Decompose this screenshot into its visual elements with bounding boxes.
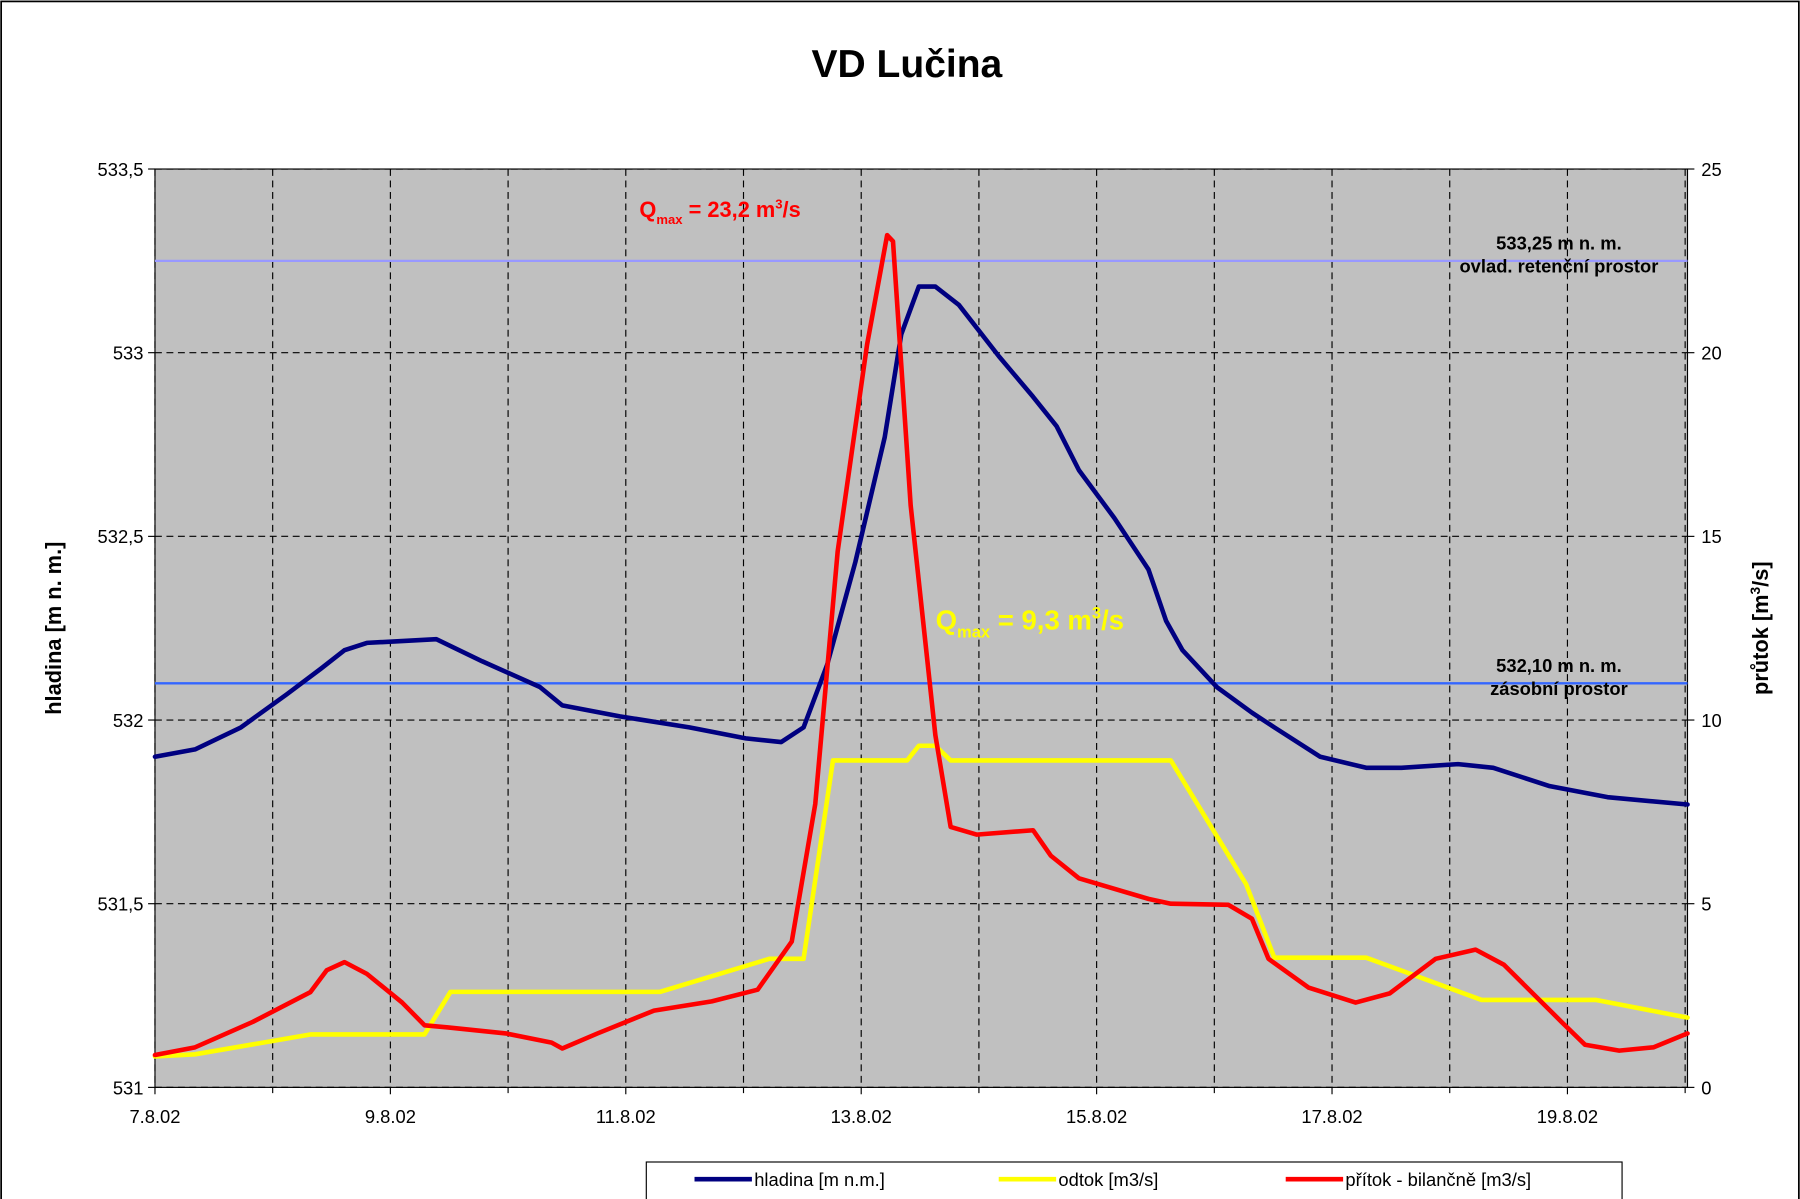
x-tick-label: 19.8.02 <box>1537 1106 1598 1127</box>
x-tick-label: 11.8.02 <box>596 1106 656 1127</box>
y2-axis-label-part: 3 <box>1748 586 1763 594</box>
y2-tick-label: 10 <box>1701 710 1721 731</box>
annotation-part: 3 <box>1092 603 1101 622</box>
y2-tick-label: 15 <box>1701 526 1721 547</box>
y-tick-label: 532,5 <box>98 526 144 547</box>
x-tick-label: 7.8.02 <box>129 1106 180 1127</box>
x-tick-label: 17.8.02 <box>1301 1106 1362 1127</box>
y-axis-label: hladina [m n. m.] <box>41 542 66 715</box>
y2-tick-label: 20 <box>1701 343 1721 364</box>
plot-area <box>154 169 1688 1088</box>
y2-tick-label: 0 <box>1701 1077 1711 1098</box>
y2-tick-label: 25 <box>1701 159 1721 180</box>
x-tick-label: 9.8.02 <box>365 1106 416 1127</box>
annotation-part: 3 <box>775 197 782 212</box>
annotation-part: Q <box>639 197 656 222</box>
y-tick-label: 533 <box>113 343 144 364</box>
legend-box <box>645 1161 1623 1199</box>
reference-label: 532,10 m n. m. <box>1496 655 1622 676</box>
reference-label: ovlad. retenční prostor <box>1459 255 1658 276</box>
y2-tick-label: 5 <box>1701 894 1711 915</box>
reference-label: 533,25 m n. m. <box>1496 232 1622 253</box>
y-tick-label: 532 <box>113 710 144 731</box>
x-tick-label: 15.8.02 <box>1066 1106 1127 1127</box>
legend-label: přítok - bilančně [m3/s] <box>1345 1169 1531 1190</box>
annotation-part: max <box>957 623 991 642</box>
chart-title: VD Lučina <box>811 43 1002 86</box>
y2-axis-label: průtok [m3/s] <box>1748 561 1773 695</box>
annotation-part: max <box>656 212 683 227</box>
annotation-part: /s <box>1101 604 1124 635</box>
y2-axis-label-part: /s] <box>1748 561 1773 586</box>
annotation-part: Q <box>936 604 957 635</box>
legend-label: odtok [m3/s] <box>1058 1169 1158 1190</box>
y-tick-label: 531,5 <box>98 894 144 915</box>
y2-axis-label-part: průtok [m <box>1748 594 1773 695</box>
annotation-part: /s <box>783 197 801 222</box>
y-tick-label: 531 <box>113 1077 144 1098</box>
annotation: Qmax = 23,2 m3/s <box>639 197 800 227</box>
plot-border <box>154 168 1689 1088</box>
annotation: Qmax = 9,3 m3/s <box>936 603 1125 641</box>
series-line <box>152 232 1690 1058</box>
reference-label: zásobní prostor <box>1490 678 1628 699</box>
x-tick-label: 13.8.02 <box>831 1106 892 1127</box>
series-line <box>152 284 1690 807</box>
y-tick-label: 533,5 <box>98 159 144 180</box>
legend-label: hladina [m n.m.] <box>754 1169 885 1190</box>
annotation-part: = 9,3 m <box>990 604 1092 635</box>
annotation-part: = 23,2 m <box>683 197 776 222</box>
